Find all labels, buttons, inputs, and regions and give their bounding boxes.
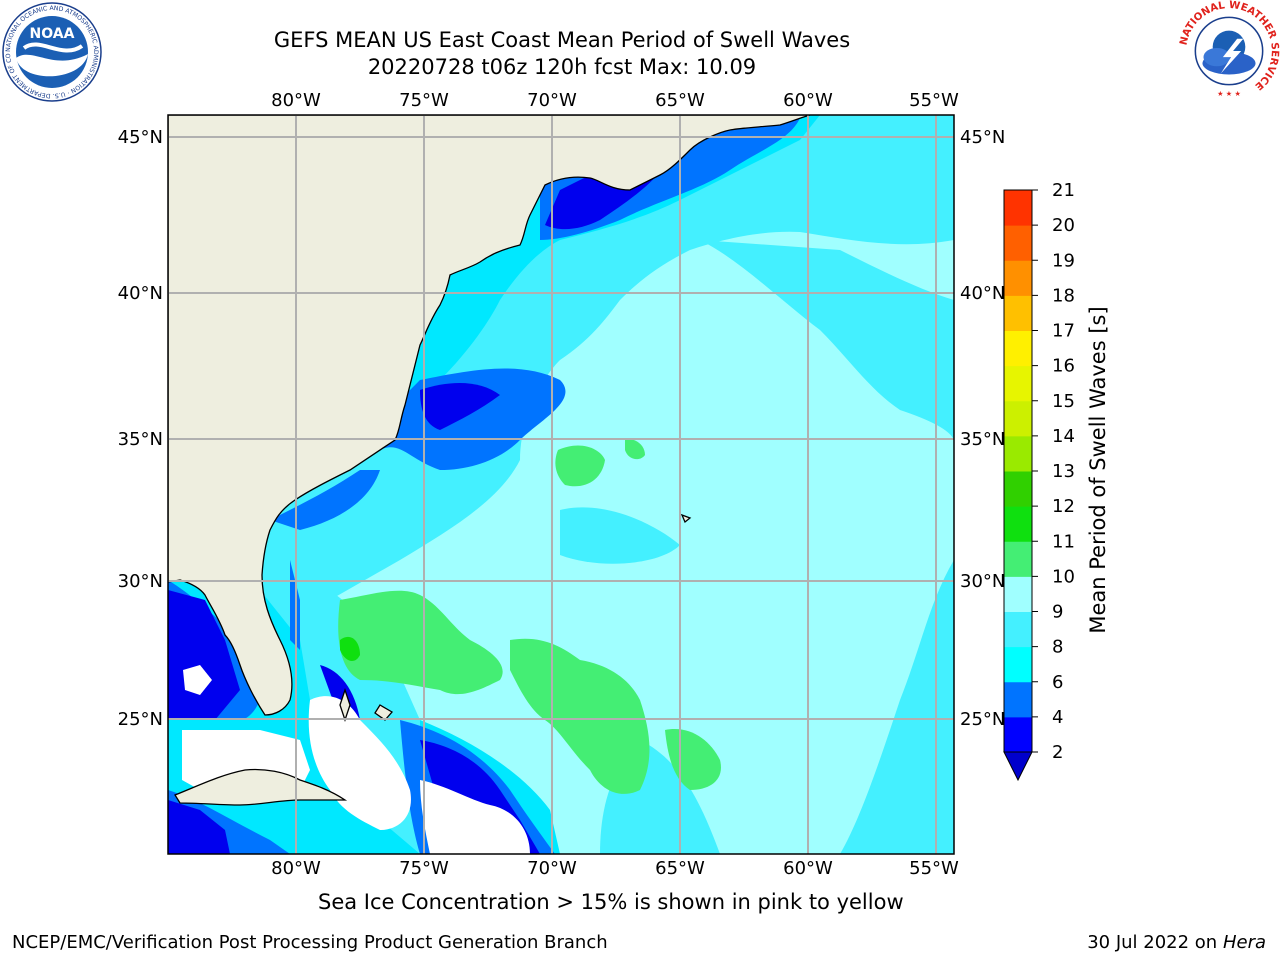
colorbar-segment — [1004, 365, 1032, 402]
colorbar-tick-label: 14 — [1052, 426, 1075, 447]
lon-label-top: 80°W — [271, 90, 321, 111]
noaa-logo: NATIONAL OCEANIC AND ATMOSPHERIC ADMINIS… — [2, 2, 102, 102]
colorbar-segment — [1004, 295, 1032, 331]
lat-label-left: 40°N — [118, 283, 163, 304]
lon-label-bottom: 70°W — [527, 858, 577, 879]
lat-label-left: 45°N — [118, 127, 163, 148]
colorbar-tick-label: 11 — [1052, 531, 1075, 552]
colorbar-segment — [1004, 435, 1032, 472]
lat-label-right: 45°N — [960, 127, 1005, 148]
colorbar-tick-label: 9 — [1052, 602, 1063, 623]
lat-label-right: 40°N — [960, 283, 1005, 304]
map-subtitle: 20220728 t06z 120h fcst Max: 10.09 — [367, 55, 757, 79]
lon-label-bottom: 55°W — [909, 858, 959, 879]
colorbar-segment — [1004, 681, 1032, 718]
footer-date-text: 30 Jul 2022 on — [1087, 932, 1218, 953]
lon-label-bottom: 75°W — [399, 858, 449, 879]
colorbar-segment — [1004, 646, 1032, 683]
colorbar-tick-label: 12 — [1052, 496, 1075, 517]
colorbar-segment — [1004, 506, 1032, 542]
colorbar-segment — [1004, 471, 1032, 507]
footer-credit: NCEP/EMC/Verification Post Processing Pr… — [12, 932, 608, 953]
lon-label-bottom: 80°W — [271, 858, 321, 879]
lon-label-top: 60°W — [783, 90, 833, 111]
axis-labels: 80°W 75°W 70°W 65°W 60°W 55°W 80°W 75°W … — [118, 90, 1006, 879]
swell-9-10-regions — [338, 439, 721, 794]
colorbar-tick-label: 16 — [1052, 356, 1075, 377]
colorbar-segment — [1004, 716, 1032, 753]
colorbar-tick-label: 15 — [1052, 391, 1075, 412]
colorbar-segment — [1004, 190, 1032, 226]
colorbar-segment — [1004, 541, 1032, 577]
lon-label-top: 75°W — [399, 90, 449, 111]
lat-label-left: 35°N — [118, 429, 163, 450]
colorbar-segment — [1004, 225, 1032, 261]
map-grid — [168, 115, 954, 854]
lat-label-right: 25°N — [960, 709, 1005, 730]
svg-text:NOAA: NOAA — [30, 26, 75, 42]
colorbar-tick-label: 10 — [1052, 566, 1075, 587]
colorbar-tick-label: 8 — [1052, 637, 1063, 658]
map-panel — [168, 115, 954, 854]
colorbar-tick-label: 21 — [1052, 180, 1075, 201]
swell-10-11-region — [340, 636, 360, 662]
lon-label-top: 70°W — [527, 90, 577, 111]
colorbar-tick-label: 17 — [1052, 321, 1075, 342]
lon-label-bottom: 65°W — [655, 858, 705, 879]
lat-label-right: 35°N — [960, 429, 1005, 450]
footer-machine: Hera — [1222, 932, 1266, 953]
colorbar-label: Mean Period of Swell Waves [s] — [1086, 306, 1110, 634]
lat-label-left: 30°N — [118, 571, 163, 592]
lon-label-top: 65°W — [655, 90, 705, 111]
colorbar-segment — [1004, 576, 1032, 612]
colorbar-tick-label: 4 — [1052, 707, 1063, 728]
colorbar-tick-label: 2 — [1052, 742, 1063, 763]
lat-label-right: 30°N — [960, 571, 1005, 592]
lon-label-top: 55°W — [909, 90, 959, 111]
nws-logo: NATIONAL WEATHER SERVICE ★ ★ ★ — [1178, 0, 1280, 101]
footer-date: 30 Jul 2022 on Hera — [1087, 932, 1266, 953]
lat-label-left: 25°N — [118, 709, 163, 730]
colorbar-segment — [1004, 330, 1032, 367]
map-frame — [167, 114, 955, 855]
colorbar-tick-label: 20 — [1052, 215, 1075, 236]
land-regions — [168, 115, 811, 806]
colorbar-segment — [1004, 611, 1032, 648]
colorbar: 2 4 6 8 9 10 11 12 13 14 15 16 17 18 19 20 21 — [1003, 180, 1075, 782]
svg-text:★ ★ ★: ★ ★ ★ — [1217, 89, 1241, 98]
colorbar-tick-label: 19 — [1052, 250, 1075, 271]
colorbar-segment — [1004, 400, 1032, 437]
colorbar-tick-label: 6 — [1052, 672, 1063, 693]
sea-ice-caption: Sea Ice Concentration > 15% is shown in … — [318, 890, 904, 914]
map-title: GEFS MEAN US East Coast Mean Period of S… — [273, 28, 851, 52]
colorbar-extend-arrow — [1003, 751, 1033, 782]
colorbar-tick-label: 13 — [1052, 461, 1075, 482]
colorbar-segment — [1004, 260, 1032, 296]
colorbar-tick-label: 18 — [1052, 285, 1075, 306]
lon-label-bottom: 60°W — [783, 858, 833, 879]
